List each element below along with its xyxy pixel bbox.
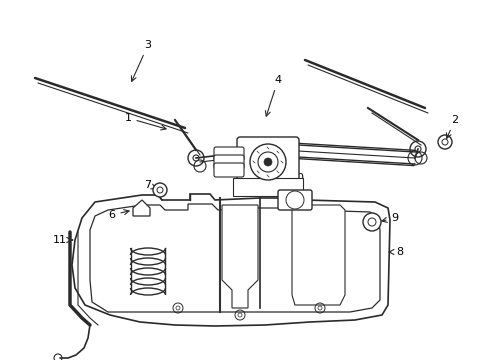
Text: 11: 11: [53, 235, 72, 245]
Text: 9: 9: [381, 213, 398, 223]
FancyBboxPatch shape: [278, 190, 311, 210]
Text: 6: 6: [108, 210, 129, 220]
Text: 1: 1: [124, 113, 166, 130]
Text: 7: 7: [144, 180, 157, 190]
Polygon shape: [133, 200, 150, 216]
FancyBboxPatch shape: [214, 163, 244, 177]
Text: 3: 3: [131, 40, 151, 81]
Circle shape: [249, 144, 285, 180]
Text: 2: 2: [446, 115, 458, 138]
FancyBboxPatch shape: [237, 137, 298, 187]
Polygon shape: [291, 205, 345, 305]
FancyBboxPatch shape: [232, 178, 303, 196]
Circle shape: [264, 158, 271, 166]
Text: 5: 5: [244, 165, 256, 177]
Text: 4: 4: [265, 75, 281, 116]
Circle shape: [362, 213, 380, 231]
Text: 10: 10: [290, 173, 305, 192]
Polygon shape: [90, 204, 379, 312]
FancyBboxPatch shape: [214, 155, 244, 169]
Polygon shape: [72, 194, 389, 326]
Polygon shape: [222, 205, 258, 308]
Text: 8: 8: [388, 247, 403, 257]
FancyBboxPatch shape: [214, 147, 244, 161]
Circle shape: [153, 183, 167, 197]
